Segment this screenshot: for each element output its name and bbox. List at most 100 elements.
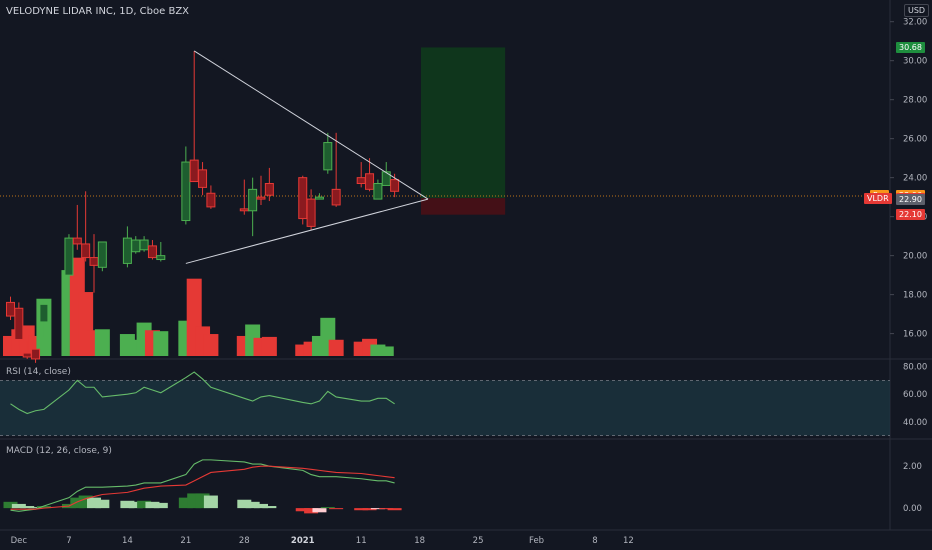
rsi-axis-label: 60.00 xyxy=(903,390,927,400)
time-axis-label: Feb xyxy=(529,536,544,546)
candle-body xyxy=(139,239,149,251)
macd-histogram-bar xyxy=(245,501,260,509)
price-axis-label: 20.00 xyxy=(903,252,927,262)
candle-body xyxy=(306,198,316,227)
price-tag: 22.10 xyxy=(896,209,925,221)
time-axis-label: Dec xyxy=(11,536,28,546)
time-axis-label: 8 xyxy=(592,536,597,546)
macd-histogram-bar xyxy=(203,495,218,509)
macd-histogram-bar xyxy=(128,501,143,509)
candle-body xyxy=(97,241,107,268)
price-axis-label: 16.00 xyxy=(903,330,927,340)
macd-histogram-bar xyxy=(237,499,252,509)
macd-label: MACD (12, 26, close, 9) xyxy=(6,446,112,456)
rsi-axis-label: 40.00 xyxy=(903,418,927,428)
macd-histogram-bar xyxy=(120,500,135,509)
time-axis-label: 7 xyxy=(66,536,71,546)
macd-histogram-bar xyxy=(354,508,369,511)
price-axis-label: 26.00 xyxy=(903,135,927,145)
time-axis-label: 18 xyxy=(414,536,425,546)
volume-bar xyxy=(94,329,110,356)
candle-body xyxy=(264,183,274,196)
volume-bar xyxy=(295,344,311,356)
macd-axis-label: 0.00 xyxy=(903,504,922,514)
triangle-upper-line xyxy=(193,50,429,200)
volume-bar xyxy=(378,346,394,356)
price-axis-label: 32.00 xyxy=(903,18,927,28)
candle-body xyxy=(323,142,333,171)
time-axis-label: 12 xyxy=(623,536,634,546)
candle-body xyxy=(81,243,91,259)
macd-histogram-bar xyxy=(20,506,35,509)
chart-title: VELODYNE LIDAR INC, 1D, Cboe BZX xyxy=(6,6,190,17)
time-axis-label: 14 xyxy=(122,536,133,546)
macd-histogram-bar xyxy=(295,508,310,512)
candle-body xyxy=(256,196,266,200)
candle-body xyxy=(239,208,249,212)
candle-body xyxy=(39,303,49,323)
time-axis-label: 11 xyxy=(356,536,367,546)
volume-bar xyxy=(153,331,169,356)
time-axis-label: 28 xyxy=(239,536,250,546)
candle-body xyxy=(122,237,132,264)
macd-histogram-bar xyxy=(3,501,18,509)
triangle-lower-line xyxy=(185,198,429,264)
time-axis-label: 21 xyxy=(180,536,191,546)
macd-histogram-bar xyxy=(254,503,268,509)
macd-axis-label: 2.00 xyxy=(903,462,922,472)
macd-histogram-bar xyxy=(387,508,402,511)
macd-histogram-bar xyxy=(329,508,344,510)
stop-zone xyxy=(421,198,506,215)
candle-body xyxy=(147,245,157,259)
candle-body xyxy=(248,188,258,212)
candle-body xyxy=(365,173,375,190)
candle-body xyxy=(181,161,191,222)
macd-histogram-bar xyxy=(153,502,168,509)
macd-histogram-bar xyxy=(87,497,101,509)
macd-histogram-bar xyxy=(320,507,335,509)
price-tag: 30.68 xyxy=(896,41,925,53)
candle-body xyxy=(189,159,199,183)
candle-body xyxy=(131,239,141,253)
candle-body xyxy=(64,237,74,276)
price-axis-label: 28.00 xyxy=(903,96,927,106)
time-axis-label: 2021 xyxy=(291,536,315,546)
macd-histogram-bar xyxy=(262,506,277,509)
rsi-band xyxy=(0,380,890,436)
candle-body xyxy=(314,196,324,200)
macd-histogram-bar xyxy=(36,506,51,509)
candle-body xyxy=(156,255,166,261)
price-axis-label: 18.00 xyxy=(903,291,927,301)
macd-histogram-bar xyxy=(11,503,26,509)
volume-bar xyxy=(328,339,344,356)
candle-body xyxy=(22,352,32,358)
rsi-axis-label: 80.00 xyxy=(903,363,927,373)
candle-body xyxy=(356,177,366,185)
candle-body xyxy=(6,301,15,317)
macd-line xyxy=(10,459,395,512)
currency-label[interactable]: USD xyxy=(904,4,930,17)
macd-histogram-bar xyxy=(137,500,152,509)
candle-body xyxy=(31,348,41,360)
volume-bar xyxy=(261,336,277,356)
time-axis-label: 25 xyxy=(473,536,484,546)
candle-body xyxy=(198,169,208,188)
price-tag: 22.90 xyxy=(896,193,925,205)
macd-histogram-bar xyxy=(304,508,319,514)
target-zone xyxy=(421,47,506,199)
price-tag-name: VLDR xyxy=(864,192,892,204)
macd-histogram-bar xyxy=(379,508,394,510)
price-axis-label: 30.00 xyxy=(903,57,927,67)
candle-body xyxy=(373,183,383,200)
candle-body xyxy=(89,257,99,266)
macd-histogram-bar xyxy=(178,497,193,509)
rsi-line xyxy=(10,371,395,415)
macd-histogram-bar xyxy=(362,508,377,511)
candle-body xyxy=(206,192,216,208)
candle-body xyxy=(298,177,308,220)
volume-bar xyxy=(370,344,386,356)
volume-bar xyxy=(203,334,219,356)
rsi-label: RSI (14, close) xyxy=(6,367,71,377)
candle-body xyxy=(14,307,24,340)
